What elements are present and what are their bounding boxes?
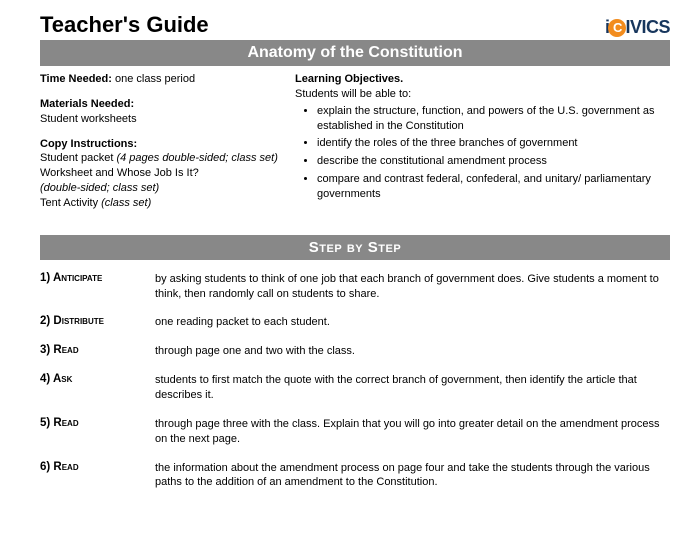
copy-note: (class set) bbox=[101, 197, 151, 209]
logo-post: IVICS bbox=[625, 17, 670, 37]
time-value: one class period bbox=[112, 73, 195, 85]
step-row: 4) Ask students to first match the quote… bbox=[40, 373, 670, 403]
objective-item: compare and contrast federal, confederal… bbox=[317, 172, 670, 202]
objective-item: explain the structure, function, and pow… bbox=[317, 104, 670, 134]
step-text: through page three with the class. Expla… bbox=[155, 417, 670, 447]
step-text: one reading packet to each student. bbox=[155, 315, 670, 330]
page: Teacher's Guide iCIVICS Anatomy of the C… bbox=[0, 0, 700, 490]
copy-note: (4 pages double-sided; class set) bbox=[116, 152, 277, 164]
steps-list: 1) Anticipate by asking students to thin… bbox=[40, 272, 670, 490]
step-text: the information about the amendment proc… bbox=[155, 461, 670, 491]
step-label: 1) Anticipate bbox=[40, 272, 155, 302]
step-row: 6) Read the information about the amendm… bbox=[40, 461, 670, 491]
step-text: by asking students to think of one job t… bbox=[155, 272, 670, 302]
lesson-banner: Anatomy of the Constitution bbox=[40, 40, 670, 66]
materials-label: Materials Needed: bbox=[40, 97, 285, 112]
meta-right: Learning Objectives. Students will be ab… bbox=[295, 72, 670, 221]
step-row: 1) Anticipate by asking students to thin… bbox=[40, 272, 670, 302]
step-row: 2) Distribute one reading packet to each… bbox=[40, 315, 670, 330]
objectives-intro: Students will be able to: bbox=[295, 87, 670, 102]
copy-text: Tent Activity bbox=[40, 197, 101, 209]
header-row: Teacher's Guide iCIVICS bbox=[40, 12, 670, 38]
step-text: through page one and two with the class. bbox=[155, 344, 670, 359]
meta-grid: Time Needed: one class period Materials … bbox=[40, 72, 670, 221]
copy-item: Tent Activity (class set) bbox=[40, 196, 285, 211]
step-label: 5) Read bbox=[40, 417, 155, 447]
materials-block: Materials Needed: Student worksheets bbox=[40, 97, 285, 127]
copy-block: Copy Instructions: Student packet (4 pag… bbox=[40, 137, 285, 211]
materials-value: Student worksheets bbox=[40, 112, 285, 127]
time-block: Time Needed: one class period bbox=[40, 72, 285, 87]
brand-logo: iCIVICS bbox=[605, 17, 670, 38]
meta-left: Time Needed: one class period Materials … bbox=[40, 72, 285, 221]
objectives-list: explain the structure, function, and pow… bbox=[295, 104, 670, 202]
step-label: 3) Read bbox=[40, 344, 155, 359]
logo-c-icon: C bbox=[608, 19, 626, 37]
step-row: 5) Read through page three with the clas… bbox=[40, 417, 670, 447]
step-text: students to first match the quote with t… bbox=[155, 373, 670, 403]
page-title: Teacher's Guide bbox=[40, 12, 209, 38]
copy-text: Worksheet and Whose Job Is It? bbox=[40, 167, 199, 179]
step-banner: Step by Step bbox=[40, 235, 670, 260]
copy-note: (double-sided; class set) bbox=[40, 182, 159, 194]
copy-label: Copy Instructions: bbox=[40, 137, 285, 152]
objectives-label: Learning Objectives. bbox=[295, 72, 670, 87]
copy-text: Student packet bbox=[40, 152, 116, 164]
copy-item: Worksheet and Whose Job Is It? (double-s… bbox=[40, 166, 285, 196]
step-label: 4) Ask bbox=[40, 373, 155, 403]
step-label: 2) Distribute bbox=[40, 315, 155, 330]
objective-item: identify the roles of the three branches… bbox=[317, 136, 670, 151]
objective-item: describe the constitutional amendment pr… bbox=[317, 154, 670, 169]
time-label: Time Needed: bbox=[40, 73, 112, 85]
step-row: 3) Read through page one and two with th… bbox=[40, 344, 670, 359]
copy-item: Student packet (4 pages double-sided; cl… bbox=[40, 151, 285, 166]
step-label: 6) Read bbox=[40, 461, 155, 491]
